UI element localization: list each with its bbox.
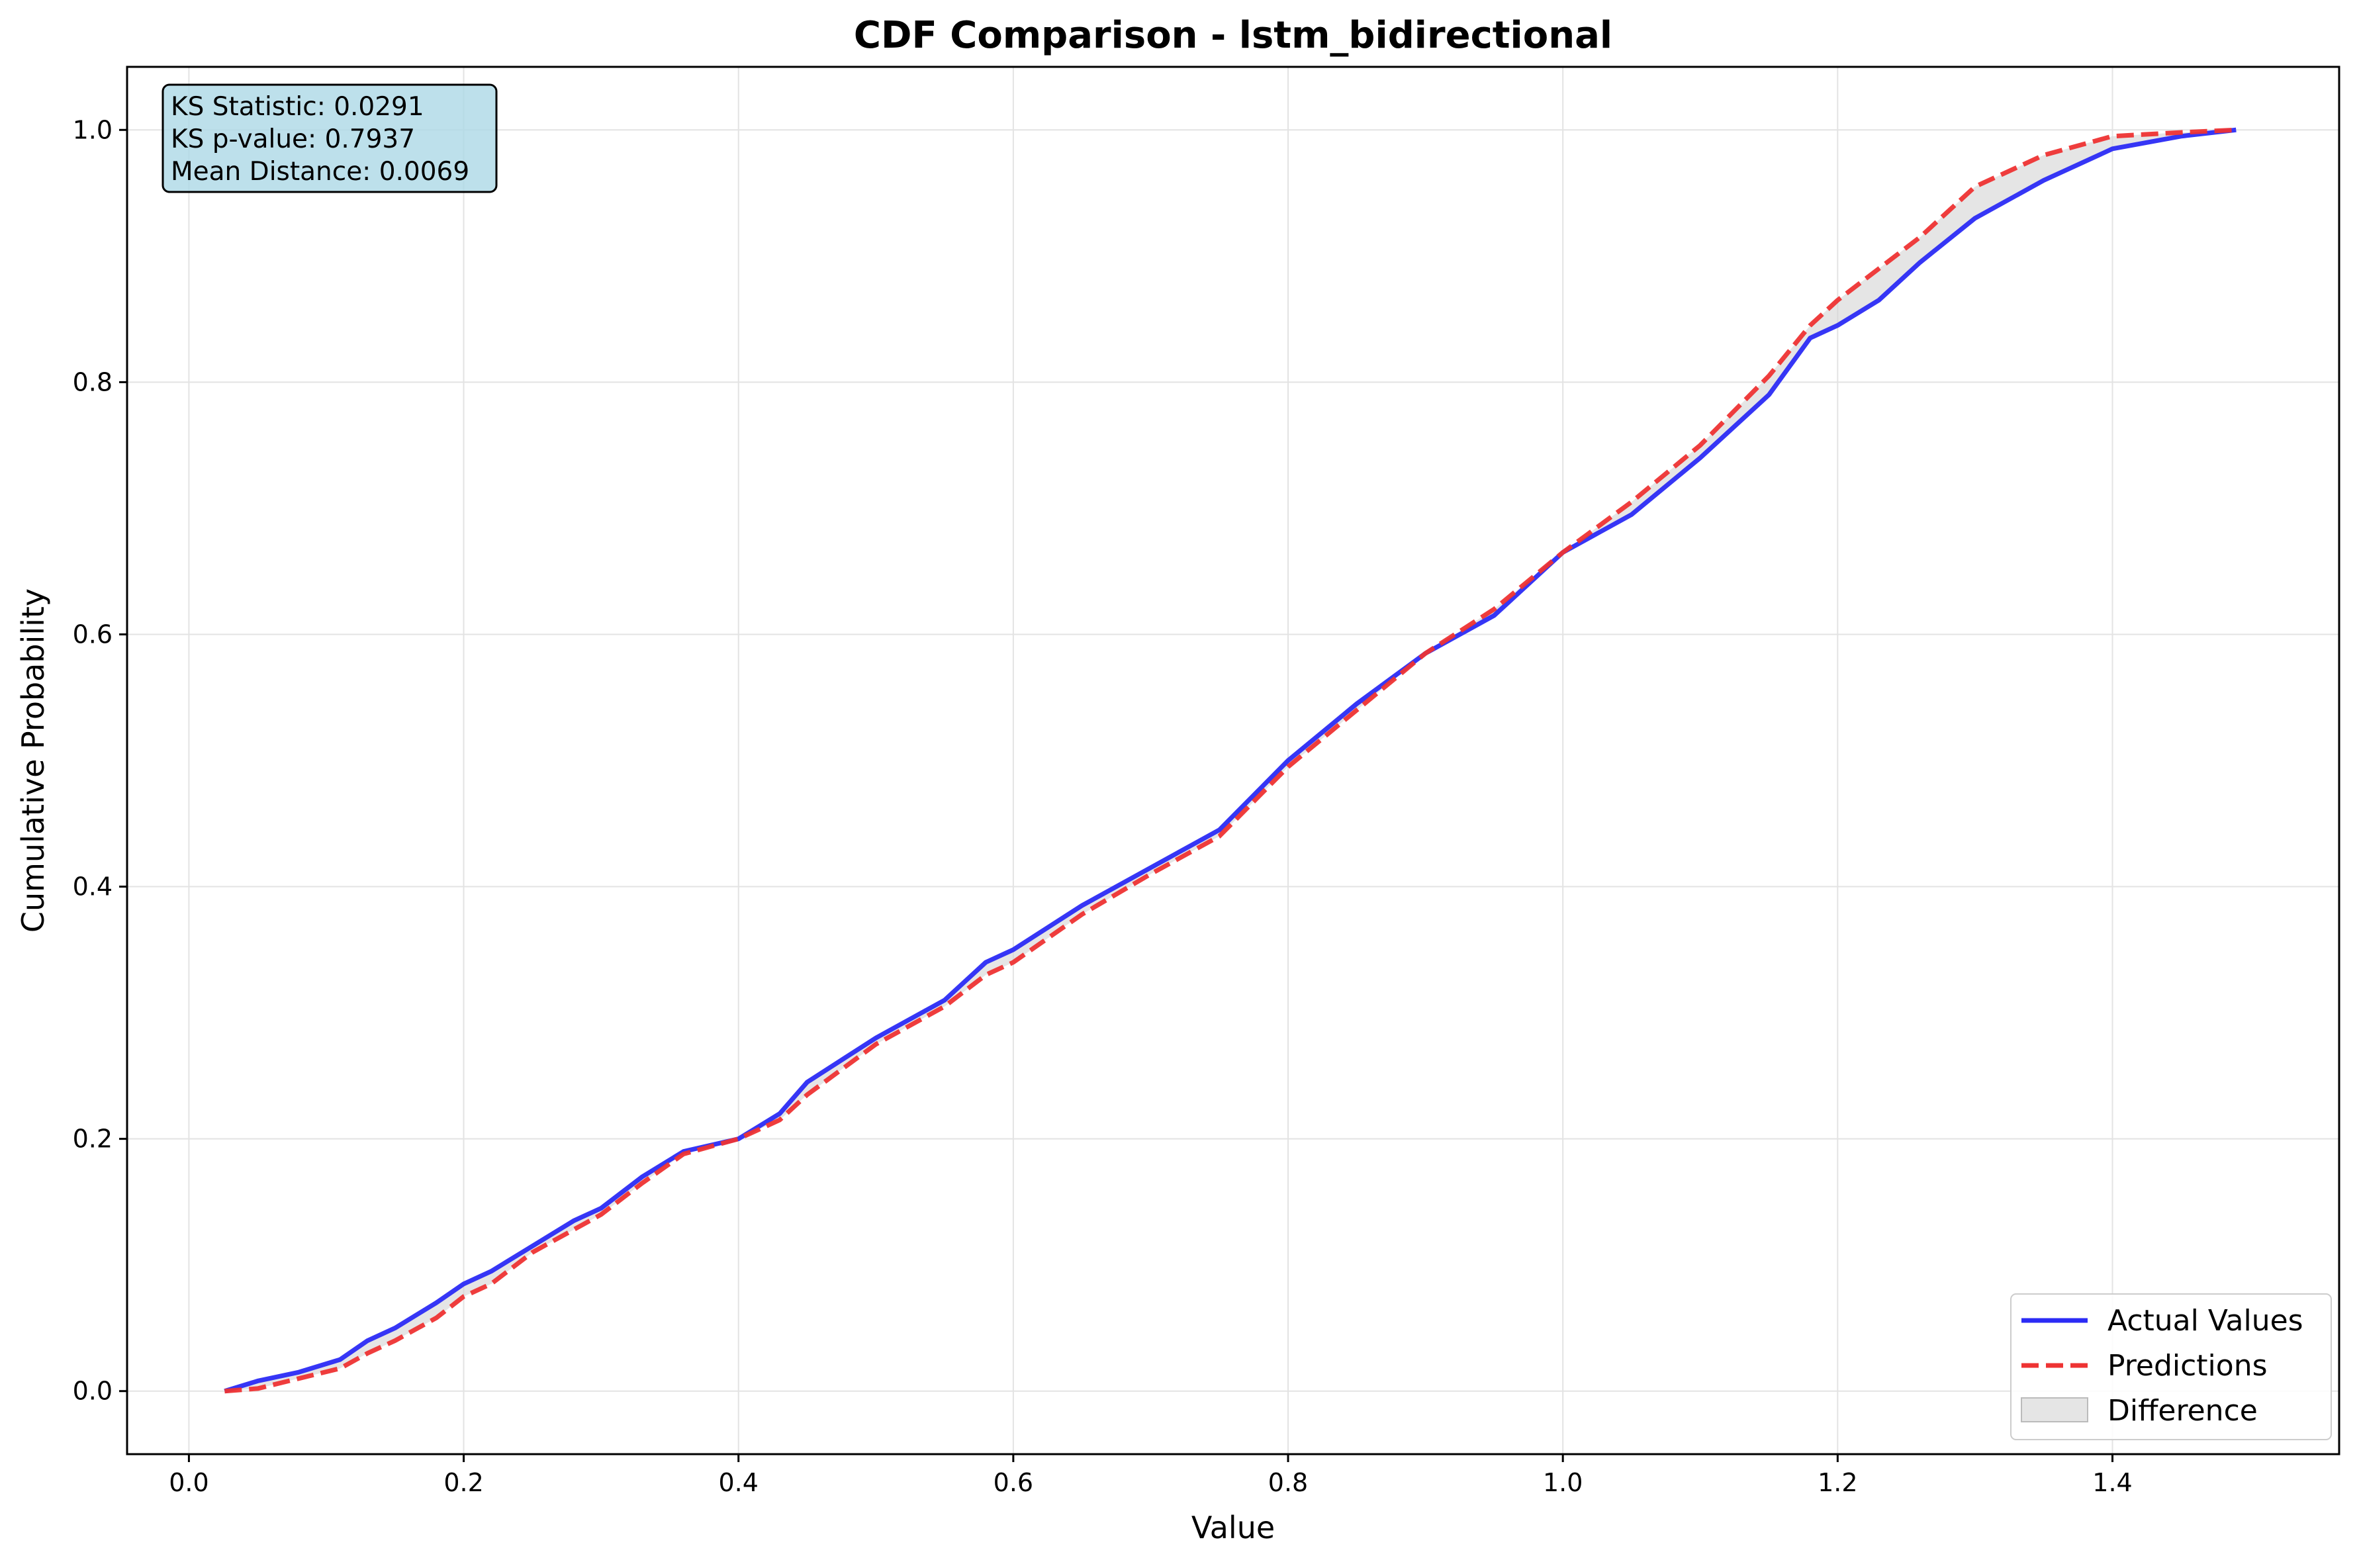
y-tick-label: 0.6: [73, 620, 113, 649]
legend-frame: [2010, 1293, 2332, 1440]
stats-ks-p-value: KS p-value: 0.7937: [171, 124, 415, 154]
y-tick-label: 0.0: [73, 1377, 113, 1406]
y-tick-label: 0.4: [73, 872, 113, 901]
stats-box: KS Statistic: 0.0291 KS p-value: 0.7937 …: [162, 83, 498, 193]
y-tick-label: 0.2: [73, 1125, 113, 1154]
stats-box-background: [162, 83, 498, 193]
y-tick-label: 0.8: [73, 367, 113, 396]
x-tick-label: 0.4: [719, 1468, 759, 1497]
stats-ks-statistic: KS Statistic: 0.0291: [171, 92, 424, 122]
x-tick-label: 1.2: [1818, 1468, 1857, 1497]
series-line-actual: [224, 127, 2237, 1394]
legend-swatch-difference: [2021, 1397, 2088, 1422]
x-tick-label: 0.8: [1268, 1468, 1308, 1497]
x-axis-title: Value: [1191, 1510, 1275, 1545]
x-tick-label: 0.6: [994, 1468, 1033, 1497]
legend: Actual Values Predictions Difference: [2010, 1293, 2332, 1440]
x-tick-label: 0.0: [169, 1468, 208, 1497]
legend-label-difference: Difference: [2107, 1394, 2258, 1428]
legend-label-predictions: Predictions: [2107, 1349, 2268, 1383]
y-axis-title: Cumulative Probability: [15, 588, 51, 933]
plot-frame: [126, 66, 2340, 1455]
series-line-predictions: [224, 127, 2237, 1394]
legend-label-actual: Actual Values: [2107, 1304, 2303, 1338]
x-tick-label: 0.2: [443, 1468, 483, 1497]
stats-mean-distance: Mean Distance: 0.0069: [171, 157, 469, 187]
chart-title: CDF Comparison - lstm_bidirectional: [854, 14, 1612, 57]
x-tick-label: 1.4: [2092, 1468, 2132, 1497]
x-tick-label: 1.0: [1543, 1468, 1583, 1497]
y-tick-label: 1.0: [73, 115, 113, 144]
